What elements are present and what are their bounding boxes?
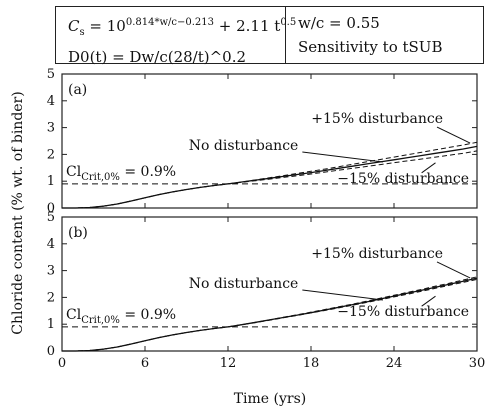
- annotation-plus-arrow: [436, 126, 471, 144]
- y-tick-label: 1: [47, 174, 55, 189]
- x-tick-label: 24: [386, 356, 403, 371]
- cs-exponent: 0.814*w/c−0.213: [125, 17, 214, 28]
- annotation-none: No disturbance: [189, 276, 299, 292]
- x-tick-label: 18: [303, 356, 320, 371]
- y-tick-label: 4: [47, 237, 55, 252]
- y-axis-title: Chloride content (% wt. of binder): [10, 91, 26, 334]
- annotation-none-arrow: [302, 289, 383, 301]
- x-tick-label: 12: [220, 356, 237, 371]
- annotation-none-arrow: [302, 151, 383, 163]
- plot-frame: [61, 216, 478, 352]
- series-line-minus: [62, 150, 478, 209]
- panel-a: 0 1 2 3 4 5 ClCrit,0% = 0.9% (a) +15% disturbanc…: [47, 67, 478, 216]
- params-cell: w/c = 0.55 Sensitivity to tSUB: [286, 7, 483, 63]
- formula-cs: Cs = 100.814*w/c−0.213 + 2.11 t0.5: [68, 11, 296, 45]
- series-line-none: [62, 145, 478, 209]
- threshold-label-tail: = 0.9%: [120, 307, 176, 323]
- threshold-label: ClCrit,0% = 0.9%: [66, 164, 176, 183]
- annotation-plus-arrow: [436, 261, 471, 279]
- wc-ratio: w/c = 0.55: [298, 14, 380, 32]
- cs-lead-sub: s: [79, 27, 85, 38]
- info-box: Cs = 100.814*w/c−0.213 + 2.11 t0.5 D0(t)…: [55, 6, 484, 66]
- y-tick-label: 5: [47, 210, 55, 225]
- formula-cell: Cs = 100.814*w/c−0.213 + 2.11 t0.5 D0(t)…: [56, 7, 296, 66]
- x-axis-title: Time (yrs): [234, 391, 307, 407]
- threshold-label-lead: Cl: [66, 164, 82, 180]
- cs-eq: = 10: [84, 17, 126, 35]
- y-tick-label: 1: [47, 317, 55, 332]
- formula-d0: D0(t) = Dw/c(28/t)^0.2: [68, 48, 247, 66]
- annotation-plus: +15% disturbance: [311, 111, 443, 127]
- annotation-minus: −15% disturbance: [337, 304, 469, 320]
- y-tick-label: 2: [47, 290, 55, 305]
- cs-lead: C: [68, 17, 80, 35]
- cs-tail-exponent: 0.5: [280, 17, 297, 28]
- panel-label: (b): [68, 225, 88, 241]
- x-tick-label: 30: [469, 356, 486, 371]
- threshold-label-sub: Crit,0%: [81, 172, 120, 183]
- annotation-plus: +15% disturbance: [311, 246, 443, 262]
- cs-tail: + 2.11 t: [214, 17, 281, 35]
- threshold-label-tail: = 0.9%: [120, 164, 176, 180]
- series-line-minus: [62, 278, 478, 352]
- plot-frame: [61, 73, 478, 209]
- x-tick-label: 0: [58, 356, 66, 371]
- annotation-none: No disturbance: [189, 138, 299, 154]
- series-line-plus: [62, 141, 478, 209]
- threshold-label: ClCrit,0% = 0.9%: [66, 307, 176, 326]
- sensitivity-label: Sensitivity to tSUB: [298, 38, 443, 56]
- x-tick-label: 6: [141, 356, 149, 371]
- threshold-label-lead: Cl: [66, 307, 82, 323]
- threshold-label-sub: Crit,0%: [81, 315, 120, 326]
- y-tick-label: 3: [47, 264, 55, 279]
- y-tick-label: 2: [47, 147, 55, 162]
- y-tick-label: 0: [47, 201, 55, 216]
- y-tick-label: 5: [47, 67, 55, 82]
- y-tick-label: 0: [47, 344, 55, 359]
- y-tick-label: 3: [47, 121, 55, 136]
- y-tick-label: 4: [47, 94, 55, 109]
- annotation-minus: −15% disturbance: [337, 171, 469, 187]
- annotation-minus-arrow: [421, 295, 436, 307]
- annotation-minus-arrow: [421, 162, 436, 174]
- panel-label: (a): [68, 82, 87, 98]
